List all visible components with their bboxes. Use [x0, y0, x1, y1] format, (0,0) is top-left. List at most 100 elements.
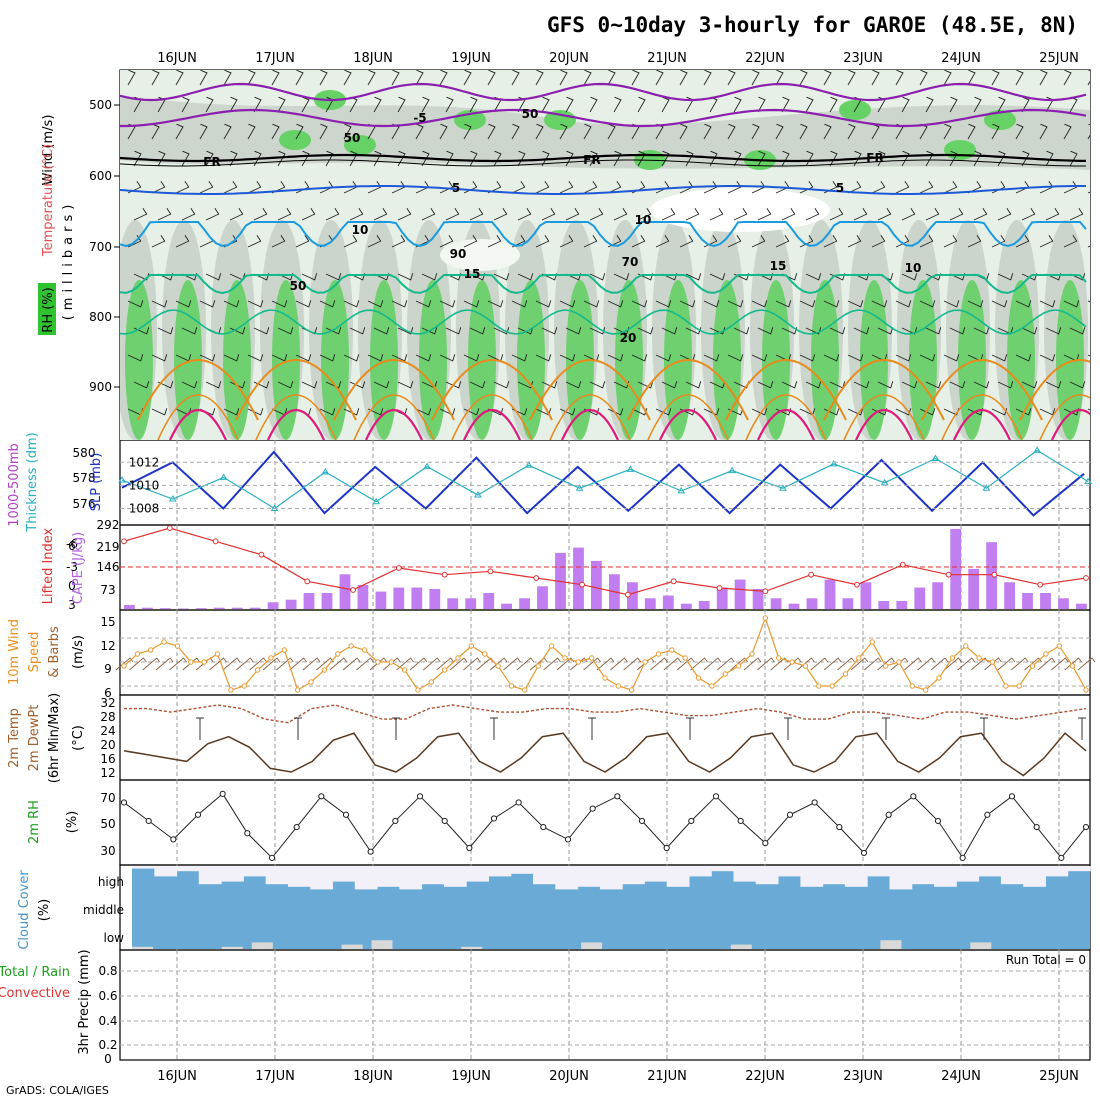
- date-label-top: 24JUN: [941, 51, 981, 66]
- wind-barb: [1094, 97, 1100, 112]
- contour-label: 15: [464, 267, 481, 281]
- wind-barb: [583, 123, 592, 140]
- wind-speed-marker: [909, 683, 916, 689]
- wind-barb: [967, 234, 982, 248]
- wind-barb: [439, 123, 448, 140]
- wind-barb: [805, 327, 822, 335]
- rh-patch: [279, 130, 311, 150]
- wind-barb: [781, 381, 798, 389]
- wind-barb: [919, 300, 936, 308]
- wind-barb: [847, 234, 862, 248]
- cloud-level-middle: middle: [83, 903, 124, 917]
- wind-barb: [295, 70, 304, 86]
- wind-barb: [853, 207, 868, 221]
- cloud-high-gap: [198, 866, 222, 885]
- rh-marker: [638, 817, 646, 825]
- cloud-high-gap: [978, 866, 1002, 877]
- li-ytick-label: -3: [66, 560, 78, 574]
- wind-barb: [127, 70, 136, 86]
- wind-barb: [1069, 150, 1078, 167]
- wind-barb: [493, 207, 508, 221]
- wind-speed-marker: [388, 659, 394, 665]
- wind-speed-marker: [1043, 651, 1049, 657]
- wind-speed-marker: [735, 663, 742, 669]
- upper-rh-label: RH (%): [41, 287, 56, 332]
- wind-barb: [541, 96, 550, 113]
- wind-barb: [823, 354, 840, 362]
- wind-barb: [277, 327, 294, 335]
- wind-barb: [343, 123, 352, 140]
- wind-barb: [469, 381, 486, 389]
- contour-label: FR: [583, 153, 600, 167]
- cape-ytick-label: 219: [97, 540, 120, 554]
- wind-barb: [439, 354, 456, 362]
- rh-marker: [1033, 823, 1040, 831]
- surface-wind-barb: [810, 657, 829, 671]
- contour-label: 70: [622, 255, 639, 269]
- wind-barb: [391, 70, 400, 86]
- thickness-marker: [575, 484, 584, 491]
- surface-wind-barb: [863, 657, 882, 671]
- wind-speed-marker: [775, 655, 782, 661]
- wind-barb: [325, 150, 334, 167]
- thickness-marker: [880, 478, 889, 486]
- wind-barb: [1063, 234, 1078, 248]
- freezing-level-line: [120, 153, 1086, 163]
- wind-barb: [1063, 123, 1072, 140]
- wind-barb: [559, 180, 574, 194]
- wind-barb: [877, 207, 892, 221]
- date-label-bottom: 25JUN: [1039, 1069, 1079, 1084]
- temp-minmax-bar: [882, 717, 890, 740]
- gridlines: [120, 440, 1090, 1060]
- temp-contour-25: [549, 394, 631, 440]
- wind-barb: [997, 381, 1014, 389]
- thickness-marker: [931, 454, 940, 462]
- surface-wind-barb: [182, 657, 201, 671]
- li-marker: [395, 565, 402, 571]
- wind-barb: [469, 150, 478, 167]
- cloud-high-gap: [1067, 866, 1091, 872]
- wind-barb: [463, 70, 472, 86]
- rh-marker: [490, 815, 498, 822]
- wind-speed-marker: [802, 663, 809, 669]
- temp-contour-25: [1039, 394, 1090, 440]
- wind-barb: [229, 381, 246, 389]
- wind-barb: [463, 300, 480, 308]
- li-marker: [716, 585, 723, 591]
- wind-barb: [421, 273, 438, 281]
- wind-barb: [1021, 96, 1030, 113]
- thickness-marker: [1033, 446, 1042, 453]
- run-total-label: Run Total = 0: [1006, 953, 1086, 967]
- surface-wind-barb: [930, 657, 949, 671]
- wind-barb: [925, 96, 934, 113]
- wind-barb: [943, 123, 952, 140]
- wind-barb: [349, 381, 366, 389]
- wind-barb: [559, 70, 568, 86]
- cape-ytick-label: 292: [97, 518, 120, 532]
- rh-marker: [145, 817, 152, 825]
- wind-barb: [199, 70, 208, 86]
- cloud-low-fill: [581, 942, 603, 949]
- cape-bar: [195, 608, 207, 609]
- wind-barb: [367, 354, 384, 362]
- wind-barb: [565, 381, 582, 389]
- li-ytick-label: 6: [68, 539, 76, 553]
- wind-barb: [223, 70, 232, 86]
- wind-barb: [757, 327, 774, 335]
- cloud-high-gap: [310, 866, 333, 890]
- wind-barb: [127, 354, 144, 362]
- cloud-high-gap: [800, 866, 824, 887]
- li-marker: [625, 591, 631, 598]
- wind-barb: [271, 234, 286, 248]
- wind-speed-marker: [1003, 683, 1009, 689]
- wind-barb: [301, 96, 310, 113]
- wind-barb: [463, 234, 478, 248]
- temp-dewpoint: [123, 704, 1087, 777]
- upper-ytick-label: 600: [89, 169, 112, 183]
- rh-marker: [737, 817, 744, 825]
- date-label-top: 23JUN: [843, 51, 883, 66]
- wind-barb: [1039, 354, 1056, 362]
- cape-bar: [447, 598, 459, 609]
- wind-barb: [655, 234, 670, 248]
- cloud-high-gap: [154, 866, 178, 877]
